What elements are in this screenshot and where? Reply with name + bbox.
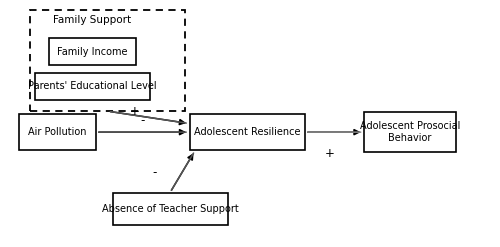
Text: -: - — [140, 115, 144, 127]
Bar — [49, 38, 136, 65]
Bar — [35, 73, 150, 100]
Text: Adolescent Prosocial
Behavior: Adolescent Prosocial Behavior — [360, 121, 460, 143]
Text: -: - — [153, 166, 157, 179]
Text: Family Support: Family Support — [54, 15, 132, 25]
Text: Adolescent Resilience: Adolescent Resilience — [194, 127, 301, 137]
Text: Absence of Teacher Support: Absence of Teacher Support — [102, 204, 238, 214]
Bar — [112, 193, 228, 225]
Bar — [190, 114, 305, 150]
Text: +: + — [130, 105, 140, 118]
Bar — [364, 112, 456, 152]
Bar — [19, 114, 96, 150]
Text: Air Pollution: Air Pollution — [28, 127, 87, 137]
Text: +: + — [325, 147, 335, 160]
Text: Family Income: Family Income — [57, 47, 128, 57]
Bar — [30, 10, 185, 111]
Text: Parents' Educational Level: Parents' Educational Level — [28, 82, 157, 91]
